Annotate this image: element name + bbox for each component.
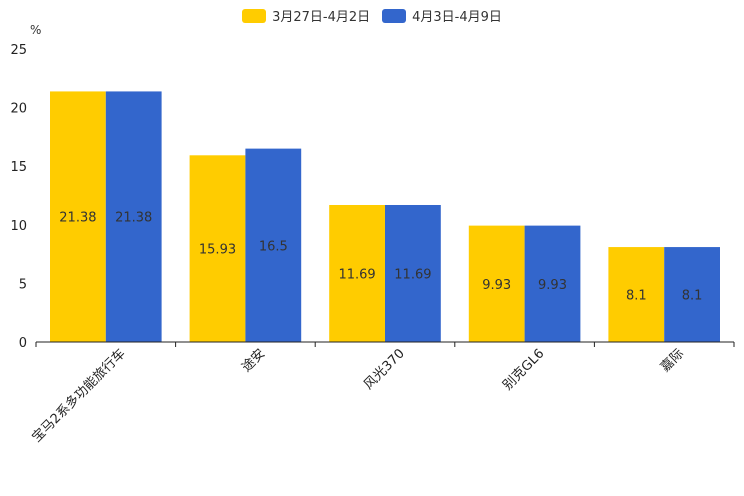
data-label: 11.69 (394, 267, 431, 282)
data-label: 16.5 (259, 239, 288, 254)
y-tick-label: 20 (10, 102, 27, 117)
data-label: 9.93 (538, 278, 567, 293)
x-tick-label: 别克GL6 (500, 346, 547, 393)
bar (385, 204, 441, 342)
x-tick-label: 宝马2系多功能旅行车 (29, 346, 129, 446)
y-tick-label: 0 (19, 336, 27, 351)
y-tick-label: 5 (19, 277, 27, 292)
bar (468, 225, 525, 342)
y-tick-label: 25 (10, 43, 27, 58)
data-label: 21.38 (59, 211, 96, 226)
data-label: 11.69 (338, 267, 375, 282)
legend-item-series-2[interactable]: 4月3日-4月9日 (382, 6, 502, 25)
bar (664, 247, 720, 342)
bar (608, 247, 665, 342)
bar (329, 204, 385, 342)
y-axis-unit: % (30, 23, 41, 37)
bar (524, 225, 581, 342)
y-tick-label: 10 (10, 219, 27, 234)
legend-label-series-2: 4月3日-4月9日 (412, 10, 502, 25)
x-tick-label: 嘉际 (658, 346, 687, 375)
bar (50, 91, 106, 343)
data-label: 8.1 (626, 289, 647, 304)
data-label: 15.93 (199, 243, 236, 258)
bar (105, 91, 162, 343)
data-label: 21.38 (115, 211, 152, 226)
data-label: 8.1 (682, 289, 703, 304)
bar (245, 148, 302, 342)
legend: 3月27日-4月2日 4月3日-4月9日 (0, 6, 744, 25)
data-label: 9.93 (482, 278, 511, 293)
x-tick-label: 途安 (239, 346, 269, 376)
legend-item-series-1[interactable]: 3月27日-4月2日 (242, 6, 370, 25)
legend-swatch-series-1 (242, 8, 267, 23)
x-tick-label: 风光370 (361, 346, 408, 393)
legend-label-series-1: 3月27日-4月2日 (272, 10, 371, 25)
legend-swatch-series-2 (382, 8, 407, 23)
bar (189, 155, 246, 342)
y-tick-label: 15 (10, 160, 27, 175)
